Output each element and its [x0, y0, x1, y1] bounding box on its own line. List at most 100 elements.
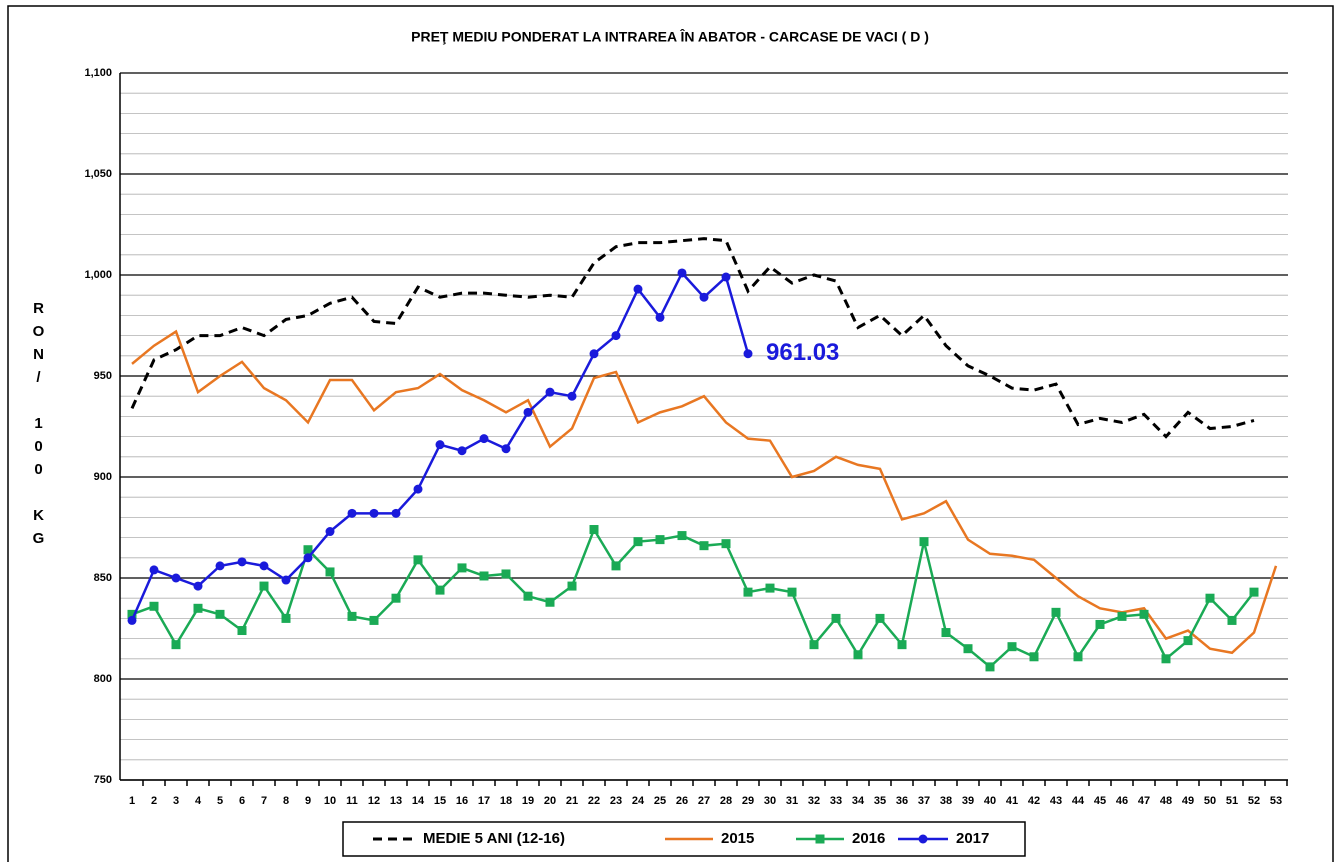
x-tick-label: 16	[456, 795, 468, 807]
point	[391, 593, 401, 603]
point	[303, 553, 313, 563]
point	[281, 575, 291, 585]
x-tick-label: 7	[261, 795, 267, 807]
y-tick-label: 1,000	[84, 269, 112, 281]
point	[721, 272, 731, 282]
x-tick-label: 23	[610, 795, 622, 807]
x-tick-label: 39	[962, 795, 974, 807]
point	[413, 555, 423, 565]
point	[633, 537, 643, 547]
legend-marker	[918, 834, 928, 844]
point	[325, 567, 335, 577]
x-tick-label: 24	[632, 795, 645, 807]
x-tick-label: 40	[984, 795, 996, 807]
chart-frame	[7, 5, 1334, 862]
point	[831, 613, 841, 623]
x-tick-label: 47	[1138, 795, 1150, 807]
point	[567, 391, 577, 401]
point	[677, 268, 687, 278]
point	[1183, 636, 1193, 646]
x-tick-label: 12	[368, 795, 380, 807]
x-tick-label: 28	[720, 795, 732, 807]
point	[897, 640, 907, 650]
point	[1249, 587, 1259, 597]
point	[1007, 642, 1017, 652]
x-tick-label: 29	[742, 795, 754, 807]
point	[699, 292, 709, 302]
y-tick-label: 950	[94, 370, 112, 382]
point	[369, 615, 379, 625]
point	[369, 508, 379, 518]
point	[1139, 609, 1149, 619]
point	[237, 626, 247, 636]
point	[743, 587, 753, 597]
x-tick-label: 26	[676, 795, 688, 807]
x-tick-label: 38	[940, 795, 952, 807]
series-line	[131, 329, 1278, 655]
point	[413, 484, 423, 494]
x-tick-label: 48	[1160, 795, 1172, 807]
x-tick-label: 32	[808, 795, 820, 807]
x-tick-label: 22	[588, 795, 600, 807]
point	[589, 525, 599, 535]
point	[567, 581, 577, 591]
point	[435, 440, 445, 450]
x-tick-label: 11	[346, 795, 358, 807]
x-tick-label: 37	[918, 795, 930, 807]
legend-label: 2017	[956, 830, 989, 847]
series-line	[131, 526, 1255, 669]
point	[149, 601, 159, 611]
x-tick-label: 30	[764, 795, 776, 807]
point	[347, 611, 357, 621]
x-tick-label: 18	[500, 795, 512, 807]
point	[501, 569, 511, 579]
legend-label: 2015	[721, 830, 754, 847]
x-tick-label: 49	[1182, 795, 1194, 807]
point	[809, 640, 819, 650]
point	[435, 585, 445, 595]
x-tick-label: 52	[1248, 795, 1260, 807]
x-tick-label: 20	[544, 795, 556, 807]
y-tick-label: 850	[94, 572, 112, 584]
x-tick-label: 44	[1072, 795, 1085, 807]
x-tick-label: 19	[522, 795, 534, 807]
x-tick-label: 42	[1028, 795, 1040, 807]
point	[303, 545, 313, 555]
y-tick-label: 1,100	[84, 67, 112, 79]
point	[1161, 654, 1171, 664]
legend-label: MEDIE 5 ANI (12-16)	[423, 830, 565, 847]
x-tick-label: 9	[305, 795, 311, 807]
x-tick-label: 10	[324, 795, 336, 807]
point	[325, 527, 335, 537]
point	[611, 331, 621, 341]
point	[523, 407, 533, 417]
point	[655, 312, 665, 322]
point	[699, 541, 709, 551]
point	[1205, 593, 1215, 603]
point	[479, 434, 489, 444]
y-axis-label: RON/ 100 KG	[30, 300, 47, 553]
x-tick-label: 8	[283, 795, 289, 807]
point	[171, 640, 181, 650]
chart-title: PREŢ MEDIU PONDERAT LA INTRAREA ÎN ABATO…	[411, 28, 929, 45]
point	[193, 603, 203, 613]
point	[501, 444, 511, 454]
x-tick-label: 31	[786, 795, 798, 807]
y-tick-label: 900	[94, 471, 112, 483]
x-tick-label: 53	[1270, 795, 1282, 807]
point	[127, 615, 137, 625]
value-label: 961.03	[766, 339, 839, 366]
point	[259, 581, 269, 591]
point	[655, 535, 665, 545]
point	[215, 609, 225, 619]
x-tick-label: 17	[478, 795, 490, 807]
x-tick-label: 4	[195, 795, 202, 807]
x-tick-label: 14	[412, 795, 425, 807]
point	[479, 571, 489, 581]
point	[457, 446, 467, 456]
x-tick-label: 15	[434, 795, 446, 807]
point	[633, 284, 643, 294]
y-tick-label: 750	[94, 774, 112, 786]
legend-label: 2016	[852, 830, 885, 847]
